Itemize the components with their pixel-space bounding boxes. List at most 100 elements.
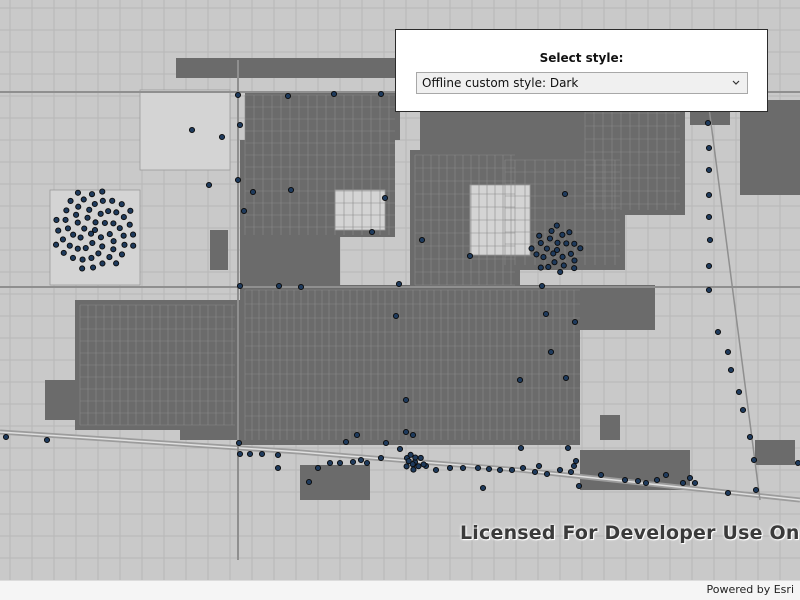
feature-point xyxy=(704,119,712,127)
feature-point xyxy=(74,189,82,196)
feature-point xyxy=(474,464,482,472)
attribution-bar[interactable]: Powered by Esri xyxy=(0,580,800,600)
feature-point xyxy=(130,242,137,249)
feature-point xyxy=(535,462,543,470)
feature-point xyxy=(537,264,544,271)
feature-point xyxy=(86,206,93,213)
feature-point xyxy=(417,454,424,461)
feature-point xyxy=(84,214,91,221)
feature-point xyxy=(120,214,127,221)
feature-point xyxy=(336,459,344,467)
feature-point xyxy=(392,312,400,320)
feature-point xyxy=(572,457,580,465)
feature-point xyxy=(59,236,66,243)
developer-license-watermark: Licensed For Developer Use Only xyxy=(460,522,800,544)
feature-point xyxy=(97,234,104,241)
feature-point xyxy=(368,228,376,236)
feature-point xyxy=(727,366,735,374)
feature-point xyxy=(466,252,474,260)
feature-point xyxy=(571,265,578,272)
feature-point xyxy=(67,197,74,205)
feature-point xyxy=(382,439,390,447)
feature-point xyxy=(794,459,800,467)
feature-point xyxy=(64,225,71,232)
feature-point xyxy=(62,216,69,223)
style-select-value: Offline custom style: Dark xyxy=(422,76,579,90)
feature-point xyxy=(99,188,106,195)
feature-point xyxy=(66,242,73,249)
city-block xyxy=(740,100,800,195)
feature-point xyxy=(80,196,87,203)
feature-point xyxy=(87,230,95,237)
feature-point xyxy=(538,282,546,290)
feature-point xyxy=(752,486,760,494)
feature-point xyxy=(533,251,540,258)
feature-point xyxy=(353,431,361,439)
feature-point xyxy=(55,227,62,234)
feature-point xyxy=(275,282,283,290)
feature-point xyxy=(349,458,357,466)
city-block xyxy=(300,190,340,290)
feature-point xyxy=(571,240,578,247)
feature-point xyxy=(564,444,572,452)
feature-point xyxy=(218,133,226,141)
feature-point xyxy=(363,459,371,467)
feature-point xyxy=(2,433,10,441)
feature-point xyxy=(705,213,713,221)
feature-point xyxy=(485,465,493,473)
style-select[interactable]: Offline custom style: Dark xyxy=(416,72,748,94)
feature-point xyxy=(553,246,561,254)
feature-point xyxy=(420,461,427,468)
feature-point xyxy=(110,220,117,227)
street-blocks xyxy=(45,58,800,500)
feature-point xyxy=(551,259,558,266)
feature-point xyxy=(297,283,305,291)
feature-point xyxy=(88,191,96,198)
feature-point xyxy=(113,209,120,216)
feature-point xyxy=(75,203,82,210)
park-area xyxy=(139,89,231,171)
feature-point xyxy=(249,188,257,196)
feature-point xyxy=(91,226,99,234)
feature-point xyxy=(705,166,713,174)
feature-point xyxy=(79,265,86,272)
feature-point xyxy=(567,468,575,476)
feature-point xyxy=(52,241,60,248)
feature-point xyxy=(570,462,578,470)
feature-point xyxy=(724,348,732,356)
feature-point xyxy=(106,254,113,261)
feature-point xyxy=(562,374,570,382)
arterial-road xyxy=(707,99,761,501)
feature-point xyxy=(536,232,543,239)
feature-point xyxy=(407,451,414,458)
feature-point xyxy=(89,239,96,247)
feature-point xyxy=(528,245,535,252)
feature-point xyxy=(662,471,670,479)
feature-point xyxy=(246,450,254,458)
city-block xyxy=(95,330,165,390)
feature-point xyxy=(508,466,516,474)
feature-point xyxy=(519,464,527,472)
feature-point xyxy=(236,450,244,458)
feature-point xyxy=(750,456,758,464)
feature-point xyxy=(110,238,117,245)
feature-point xyxy=(99,243,106,250)
feature-point xyxy=(516,376,524,384)
feature-point xyxy=(546,235,554,242)
feature-point xyxy=(561,190,569,198)
feature-point xyxy=(550,250,557,257)
feature-point xyxy=(543,245,550,252)
feature-point xyxy=(236,121,244,129)
city-block xyxy=(755,440,795,465)
feature-point xyxy=(559,253,566,260)
feature-point xyxy=(405,458,412,465)
feature-point xyxy=(575,482,583,490)
feature-point xyxy=(74,219,81,226)
feature-point xyxy=(560,262,567,269)
feature-point xyxy=(92,219,99,226)
feature-point xyxy=(342,438,350,446)
feature-point xyxy=(679,479,687,487)
feature-point xyxy=(540,254,547,261)
feature-point xyxy=(402,428,410,436)
feature-point xyxy=(274,464,282,472)
